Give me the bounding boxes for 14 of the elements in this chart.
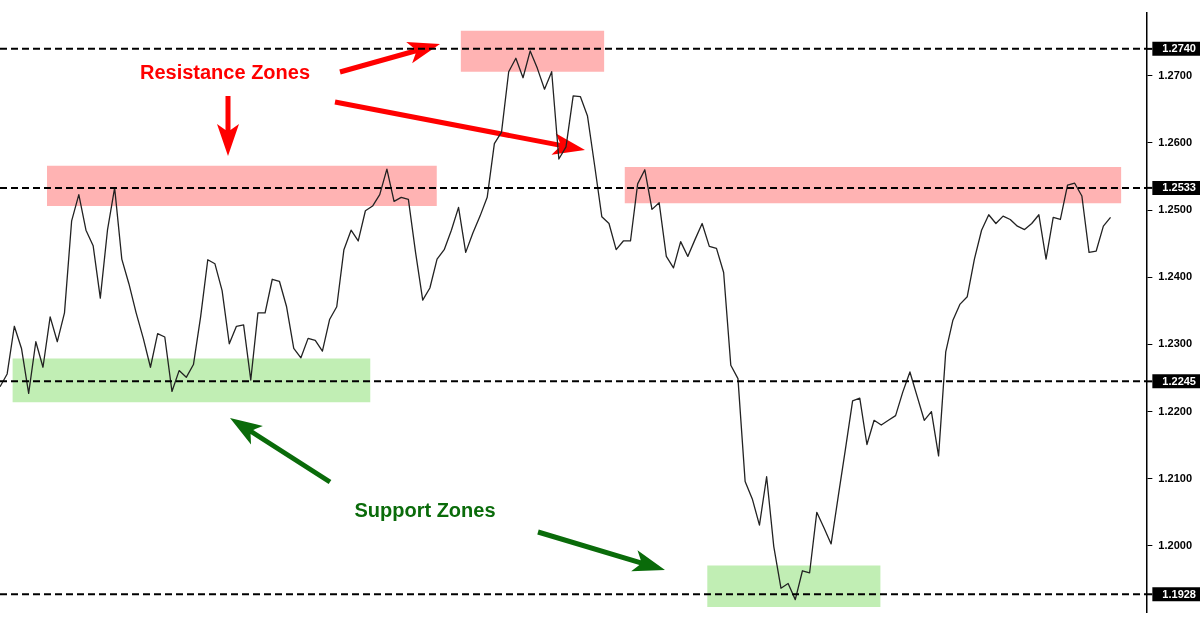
y-tick-label: 1.2200 <box>1158 404 1193 417</box>
y-tick-label: 1.2300 <box>1158 337 1193 350</box>
y-tick-label: 1.2600 <box>1158 135 1193 148</box>
ref-line-label: 1.1928 <box>1162 587 1196 600</box>
annotation: Resistance Zones <box>139 60 311 84</box>
y-tick-label: 1.2500 <box>1158 203 1193 216</box>
ref-line-label: 1.2245 <box>1162 374 1196 387</box>
y-tick-label: 1.2700 <box>1158 68 1193 81</box>
y-tick-label: 1.2400 <box>1158 270 1193 283</box>
ref-line-label: 1.2533 <box>1162 181 1196 194</box>
y-tick-label: 1.2100 <box>1158 471 1193 484</box>
y-tick-label: 1.2000 <box>1158 538 1193 551</box>
annotation: Support Zones <box>354 498 496 522</box>
ref-line-label: 1.2740 <box>1162 42 1196 55</box>
